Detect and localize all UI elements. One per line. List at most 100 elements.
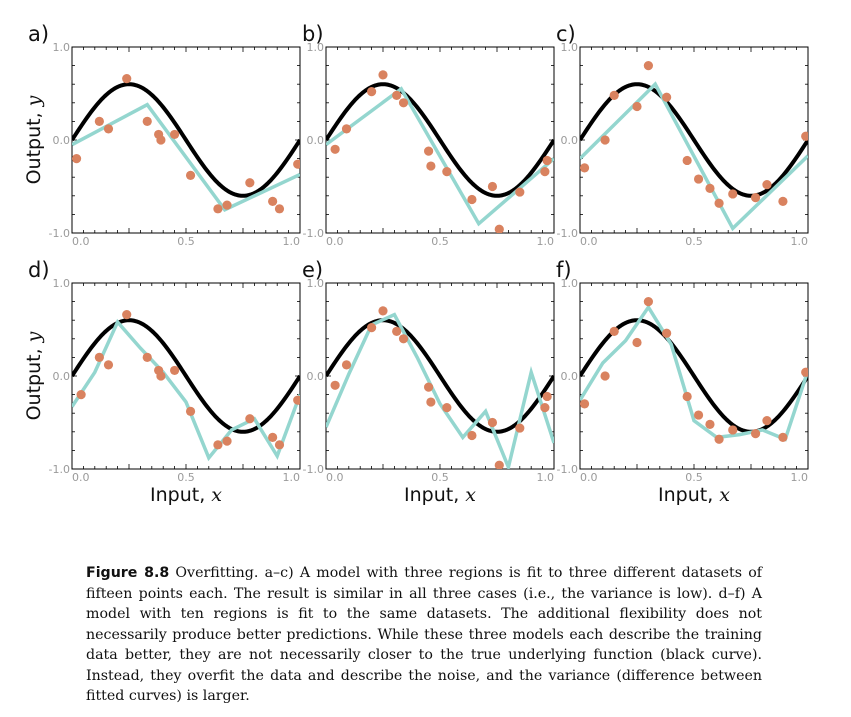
- data-point: [122, 310, 132, 320]
- data-point: [693, 410, 704, 420]
- x-tick-label: 0.0: [580, 235, 598, 248]
- x-tick-label: 1.0: [283, 471, 301, 484]
- data-point: [662, 92, 672, 102]
- y-tick-label: 1.0: [561, 277, 579, 290]
- y-tick-label: -1.0: [303, 227, 324, 240]
- data-point: [750, 193, 761, 203]
- data-point: [643, 61, 654, 71]
- data-point: [600, 371, 610, 381]
- data-point: [222, 436, 232, 446]
- x-axis-label: Input, x: [404, 484, 476, 506]
- panel-label: b): [302, 22, 324, 46]
- data-point: [142, 116, 152, 126]
- true-function-curve: [580, 318, 808, 434]
- y-axis-label-text: Output,: [23, 342, 45, 420]
- fitted-model-line: [72, 318, 300, 462]
- data-point: [293, 159, 300, 169]
- y-tick-label: 1.0: [53, 41, 71, 54]
- data-point: [542, 155, 552, 166]
- caption-text: Overfitting. a–c) A model with three reg…: [86, 565, 762, 705]
- y-tick-label: 1.0: [307, 277, 325, 290]
- data-point: [714, 434, 724, 444]
- y-tick-label: 0.0: [307, 134, 325, 147]
- data-point: [632, 101, 642, 112]
- x-axis-var: x: [719, 484, 730, 506]
- data-point: [515, 423, 525, 433]
- x-axis-label-text: Input,: [658, 484, 719, 506]
- data-point: [762, 180, 772, 190]
- y-tick-label: -1.0: [303, 463, 324, 476]
- panel-label: c): [556, 22, 576, 46]
- figure-svg: 0.0 0.5 1.01.00.0-1.0a)Output, y0.0 0.5 1.01…: [23, 22, 809, 506]
- data-point: [580, 163, 590, 173]
- data-point: [268, 432, 278, 442]
- y-tick-label: 0.0: [53, 134, 71, 147]
- data-point: [728, 425, 738, 435]
- data-point: [714, 198, 724, 208]
- x-tick-label: 0.5: [431, 471, 449, 484]
- data-point: [103, 124, 114, 134]
- data-point: [662, 328, 672, 338]
- data-point: [705, 419, 715, 429]
- data-point: [245, 178, 255, 188]
- data-point: [156, 371, 166, 381]
- data-point: [801, 131, 808, 141]
- plot-area: [580, 61, 808, 232]
- data-point: [643, 297, 654, 307]
- y-tick-label: 1.0: [561, 41, 579, 54]
- data-point: [398, 334, 409, 344]
- data-point: [378, 70, 388, 80]
- y-tick-label: 1.0: [307, 41, 325, 54]
- data-point: [392, 90, 402, 100]
- x-axis-var: x: [465, 484, 476, 506]
- data-point: [213, 204, 223, 214]
- data-point: [728, 189, 738, 199]
- y-tick-label: 0.0: [307, 370, 325, 383]
- data-point: [778, 432, 788, 442]
- data-point: [222, 200, 232, 210]
- data-point: [693, 174, 704, 184]
- data-point: [609, 326, 619, 336]
- x-tick-label: 0.0: [72, 471, 90, 484]
- x-tick-label: 0.5: [177, 235, 195, 248]
- data-point: [424, 382, 434, 392]
- x-axis-label: Input, x: [658, 484, 730, 506]
- data-point: [72, 154, 82, 164]
- data-point: [341, 124, 352, 134]
- data-point: [274, 204, 285, 214]
- fitted-model-line: [326, 312, 554, 469]
- data-point: [245, 414, 255, 424]
- chart-panel-2: 0.0 0.5 1.01.00.0-1.0b): [302, 22, 555, 248]
- x-tick-label: 0.0: [580, 471, 598, 484]
- data-point: [426, 397, 436, 407]
- y-axis-label: Output, y: [23, 95, 45, 184]
- data-point: [632, 337, 642, 348]
- x-tick-label: 1.0: [537, 471, 555, 484]
- data-point: [682, 155, 692, 166]
- y-tick-label: 0.0: [561, 370, 579, 383]
- data-point: [94, 352, 104, 362]
- data-point: [487, 417, 498, 428]
- data-point: [367, 87, 377, 97]
- chart-panel-3: 0.0 0.5 1.01.00.0-1.0c): [556, 22, 809, 248]
- y-tick-label: 0.0: [561, 134, 579, 147]
- figure-number: Figure 8.8: [86, 565, 170, 582]
- data-point: [540, 403, 550, 413]
- plot-area: [580, 297, 808, 444]
- data-point: [94, 116, 104, 126]
- data-point: [778, 196, 788, 206]
- overfitting-figure: 0.0 0.5 1.0 1.0 0.0 -1.0 a) Output, y 0.0 0.5 1.0 1…: [23, 22, 809, 506]
- panel-label: d): [28, 258, 50, 282]
- data-point: [156, 135, 166, 145]
- x-tick-label: 0.0: [326, 471, 344, 484]
- data-point: [801, 367, 808, 377]
- true-function-curve: [326, 82, 554, 198]
- data-point: [76, 390, 86, 400]
- y-tick-label: 0.0: [53, 370, 71, 383]
- data-point: [398, 98, 409, 108]
- data-point: [705, 183, 715, 193]
- panel-label: e): [302, 258, 323, 282]
- data-point: [268, 196, 278, 206]
- true-function-curve: [326, 318, 554, 434]
